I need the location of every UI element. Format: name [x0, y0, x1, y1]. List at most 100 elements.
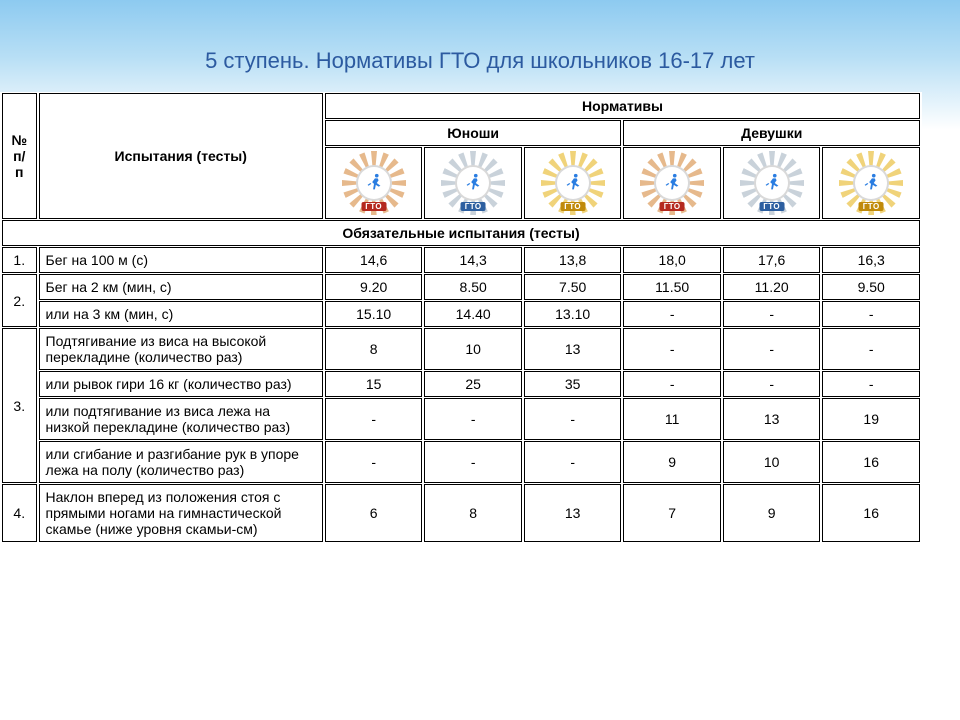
value-cell: -	[723, 328, 821, 370]
table-row: или рывок гири 16 кг (количество раз)152…	[2, 371, 920, 397]
value-cell: 13	[723, 398, 821, 440]
table-row: 3.Подтягивание из виса на высокой перекл…	[2, 328, 920, 370]
badge-cell: ГТО	[723, 147, 821, 219]
value-cell: 13.10	[524, 301, 622, 327]
row-number: 1.	[2, 247, 37, 273]
test-name: или рывок гири 16 кг (количество раз)	[39, 371, 323, 397]
value-cell: 14,6	[325, 247, 423, 273]
value-cell: 11.20	[723, 274, 821, 300]
value-cell: 17,6	[723, 247, 821, 273]
test-name: или сгибание и разгибание рук в упоре ле…	[39, 441, 323, 483]
gto-badge-bronze: ГТО	[342, 151, 406, 215]
value-cell: 10	[723, 441, 821, 483]
badge-tag: ГТО	[461, 202, 486, 211]
value-cell: 13	[524, 328, 622, 370]
test-name: Бег на 100 м (с)	[39, 247, 323, 273]
header-norms: Нормативы	[325, 93, 920, 119]
badge-cell: ГТО	[822, 147, 920, 219]
value-cell: 14,3	[424, 247, 522, 273]
page-title: 5 ступень. Нормативы ГТО для школьников …	[0, 0, 960, 92]
value-cell: -	[822, 328, 920, 370]
value-cell: 6	[325, 484, 423, 542]
gto-table: № п/п Испытания (тесты) Нормативы Юноши …	[0, 92, 922, 543]
value-cell: 18,0	[623, 247, 721, 273]
value-cell: 8.50	[424, 274, 522, 300]
value-cell: 14.40	[424, 301, 522, 327]
value-cell: 10	[424, 328, 522, 370]
badge-cell: ГТО	[623, 147, 721, 219]
value-cell: -	[424, 441, 522, 483]
badge-tag: ГТО	[560, 202, 585, 211]
badge-core	[555, 165, 591, 201]
gto-badge-silver: ГТО	[740, 151, 804, 215]
value-cell: -	[822, 301, 920, 327]
value-cell: 11.50	[623, 274, 721, 300]
badge-tag: ГТО	[361, 202, 386, 211]
value-cell: -	[524, 398, 622, 440]
runner-icon	[462, 172, 484, 194]
value-cell: 15	[325, 371, 423, 397]
section-header: Обязательные испытания (тесты)	[2, 220, 920, 246]
value-cell: 35	[524, 371, 622, 397]
runner-icon	[661, 172, 683, 194]
value-cell: 13	[524, 484, 622, 542]
badge-tag: ГТО	[759, 202, 784, 211]
gto-badge-bronze: ГТО	[640, 151, 704, 215]
test-name: Подтягивание из виса на высокой переклад…	[39, 328, 323, 370]
table-row: 2.Бег на 2 км (мин, с)9.208.507.5011.501…	[2, 274, 920, 300]
value-cell: -	[723, 301, 821, 327]
value-cell: -	[822, 371, 920, 397]
runner-icon	[363, 172, 385, 194]
badge-core	[654, 165, 690, 201]
value-cell: 7.50	[524, 274, 622, 300]
gto-badge-gold: ГТО	[541, 151, 605, 215]
test-name: или подтягивание из виса лежа на низкой …	[39, 398, 323, 440]
value-cell: -	[623, 301, 721, 327]
header-test: Испытания (тесты)	[39, 93, 323, 219]
test-name: Бег на 2 км (мин, с)	[39, 274, 323, 300]
value-cell: -	[723, 371, 821, 397]
badge-tag: ГТО	[660, 202, 685, 211]
badge-cell: ГТО	[524, 147, 622, 219]
row-number: 3.	[2, 328, 37, 483]
gto-badge-silver: ГТО	[441, 151, 505, 215]
value-cell: -	[524, 441, 622, 483]
value-cell: 16	[822, 441, 920, 483]
value-cell: 25	[424, 371, 522, 397]
header-boys: Юноши	[325, 120, 622, 146]
badge-core	[754, 165, 790, 201]
test-name: Наклон вперед из положения стоя с прямым…	[39, 484, 323, 542]
value-cell: 11	[623, 398, 721, 440]
value-cell: 15.10	[325, 301, 423, 327]
table-row: или подтягивание из виса лежа на низкой …	[2, 398, 920, 440]
value-cell: 8	[424, 484, 522, 542]
value-cell: 8	[325, 328, 423, 370]
value-cell: -	[424, 398, 522, 440]
value-cell: -	[623, 371, 721, 397]
value-cell: 16,3	[822, 247, 920, 273]
badge-cell: ГТО	[325, 147, 423, 219]
header-no: № п/п	[2, 93, 37, 219]
table-row: 4.Наклон вперед из положения стоя с прям…	[2, 484, 920, 542]
badge-cell: ГТО	[424, 147, 522, 219]
value-cell: 9	[623, 441, 721, 483]
badge-tag: ГТО	[859, 202, 884, 211]
row-number: 2.	[2, 274, 37, 327]
header-girls: Девушки	[623, 120, 920, 146]
value-cell: 7	[623, 484, 721, 542]
badge-core	[356, 165, 392, 201]
table-row: или сгибание и разгибание рук в упоре ле…	[2, 441, 920, 483]
value-cell: -	[325, 398, 423, 440]
value-cell: 9.50	[822, 274, 920, 300]
row-number: 4.	[2, 484, 37, 542]
table-row: или на 3 км (мин, с)15.1014.4013.10---	[2, 301, 920, 327]
value-cell: -	[325, 441, 423, 483]
value-cell: 16	[822, 484, 920, 542]
value-cell: 9	[723, 484, 821, 542]
runner-icon	[860, 172, 882, 194]
value-cell: 9.20	[325, 274, 423, 300]
runner-icon	[562, 172, 584, 194]
runner-icon	[761, 172, 783, 194]
value-cell: 13,8	[524, 247, 622, 273]
badge-core	[455, 165, 491, 201]
